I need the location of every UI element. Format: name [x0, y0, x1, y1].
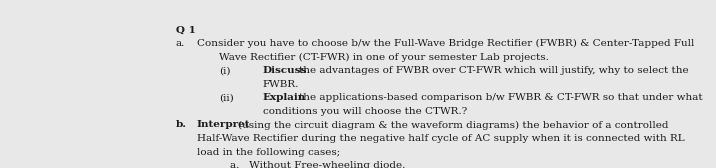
Text: the advantages of FWBR over CT-FWR which will justify, why to select the: the advantages of FWBR over CT-FWR which… — [299, 66, 689, 75]
Text: (using the circuit diagram & the waveform diagrams) the behavior of a controlled: (using the circuit diagram & the wavefor… — [238, 120, 669, 130]
Text: Explain: Explain — [263, 93, 306, 102]
Text: Consider you have to choose b/w the Full-Wave Bridge Rectifier (FWBR) & Center-T: Consider you have to choose b/w the Full… — [197, 39, 694, 48]
Text: (i): (i) — [219, 66, 231, 75]
Text: Q 1: Q 1 — [175, 26, 195, 35]
Text: b.: b. — [175, 120, 186, 129]
Text: Interpret: Interpret — [197, 120, 250, 129]
Text: Discuss: Discuss — [263, 66, 307, 75]
Text: a.: a. — [175, 39, 185, 48]
Text: Half-Wave Rectifier during the negative half cycle of AC supply when it is conne: Half-Wave Rectifier during the negative … — [197, 134, 684, 143]
Text: Wave Rectifier (CT-FWR) in one of your semester Lab projects.: Wave Rectifier (CT-FWR) in one of your s… — [219, 52, 548, 62]
Text: the applications-based comparison b/w FWBR & CT-FWR so that under what: the applications-based comparison b/w FW… — [299, 93, 703, 102]
Text: load in the following cases;: load in the following cases; — [197, 148, 340, 157]
Text: (ii): (ii) — [219, 93, 233, 102]
Text: conditions you will choose the CTWR.?: conditions you will choose the CTWR.? — [263, 107, 467, 116]
Text: FWBR.: FWBR. — [263, 80, 299, 89]
Text: a.   Without Free-wheeling diode.: a. Without Free-wheeling diode. — [230, 161, 405, 168]
